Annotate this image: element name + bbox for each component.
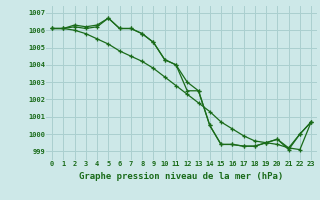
X-axis label: Graphe pression niveau de la mer (hPa): Graphe pression niveau de la mer (hPa) [79,172,284,181]
